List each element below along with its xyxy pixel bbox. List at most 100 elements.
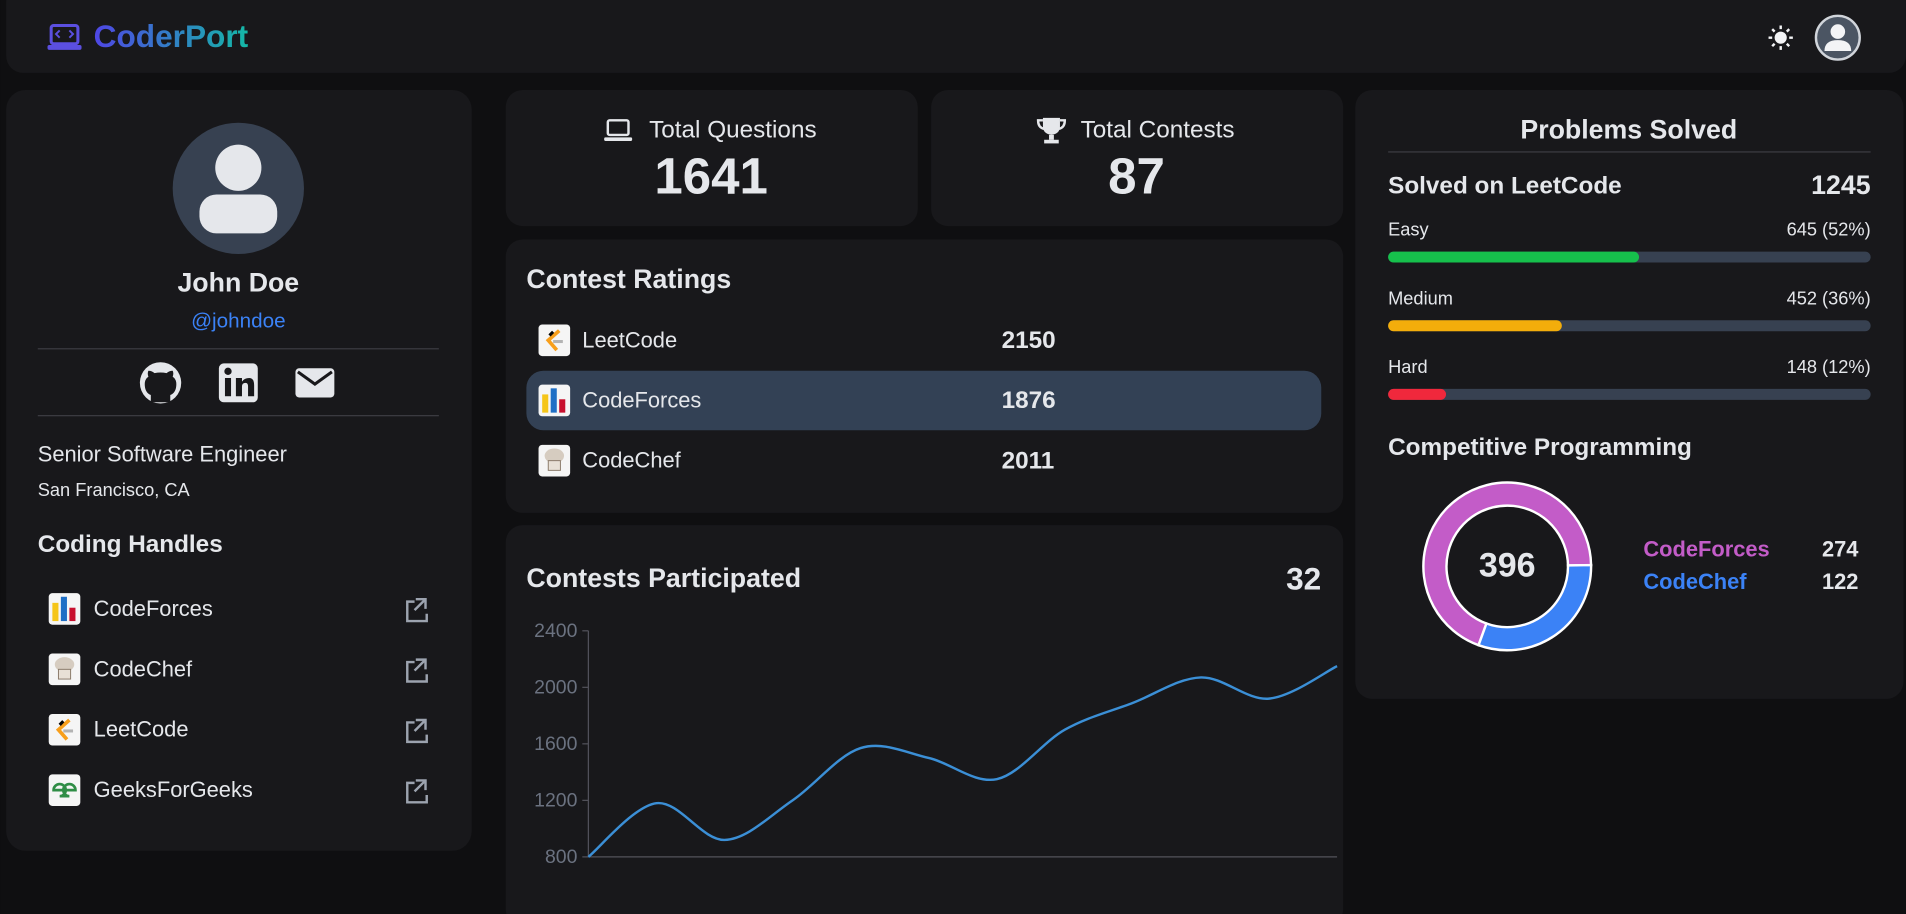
level-name: Easy — [1388, 219, 1429, 240]
line-chart: 800 1200 1600 2000 2400 — [534, 620, 1338, 868]
external-link-icon — [406, 597, 428, 623]
sun-rays — [1768, 25, 1793, 50]
external-link-icon — [406, 779, 428, 804]
linkedin-n — [235, 377, 255, 397]
questions-icon — [604, 119, 633, 141]
avatar-body — [1824, 40, 1852, 52]
rating-value: 1876 — [1002, 387, 1056, 414]
handle-row: CodeForces — [48, 593, 428, 625]
rating-line — [587, 665, 1338, 858]
y-tick-label: 1200 — [534, 790, 577, 812]
icon-part — [548, 330, 555, 337]
level-count: 452 (36%) — [1787, 287, 1871, 308]
rating-value: 2150 — [1002, 327, 1056, 354]
github-mark — [144, 370, 177, 403]
email-flap — [297, 370, 333, 386]
icon-part — [52, 602, 59, 622]
user-avatar[interactable] — [1814, 14, 1861, 61]
handle-row: LeetCode — [48, 713, 428, 746]
level-count: 645 (52%) — [1787, 219, 1871, 240]
brand-name[interactable]: CoderPort — [94, 18, 249, 54]
platform-name: LeetCode — [582, 327, 677, 352]
contest-count: 32 — [1286, 560, 1321, 596]
icon-part — [547, 460, 561, 471]
platform-name: CodeChef — [582, 448, 681, 473]
profile-avatar-body — [199, 194, 278, 234]
icon-part — [542, 394, 549, 413]
icon-part — [54, 657, 75, 672]
logo-icon — [49, 24, 80, 46]
progress-bar — [1388, 251, 1640, 263]
trophy-icon — [1036, 117, 1067, 144]
stat-label: Total Contests — [1081, 117, 1235, 144]
sun-icon — [1774, 31, 1787, 44]
icon-part — [69, 607, 76, 622]
external-link[interactable] — [406, 718, 428, 744]
legend-value: 122 — [1822, 569, 1858, 594]
job-title: Senior Software Engineer — [38, 442, 287, 467]
external-link[interactable] — [406, 597, 428, 623]
progress-bar — [1388, 388, 1447, 400]
stat-value: 87 — [1108, 147, 1165, 204]
rating-value: 2011 — [1002, 447, 1055, 474]
stat-value: 1641 — [654, 147, 768, 204]
y-tick-label: 800 — [545, 846, 578, 868]
difficulty-bars: Easy 645 (52%) Medium 452 (36%) Hard 148 (12%… — [1388, 219, 1871, 400]
donut-legend: CodeForces 274 CodeChef 122 — [1643, 536, 1859, 594]
card-title: Contests Participated — [526, 563, 801, 593]
section-title: Competitive Programming — [1388, 434, 1692, 461]
section-title: Coding Handles — [38, 531, 223, 558]
progress-track — [1388, 388, 1871, 400]
trophy-stem — [1049, 134, 1054, 140]
contests-card — [505, 525, 1344, 914]
icon-part — [57, 668, 72, 680]
external-link-icon — [406, 658, 428, 683]
handle-name: GeeksForGeeks — [94, 777, 253, 802]
handle-name: CodeChef — [94, 656, 193, 681]
email-link[interactable] — [295, 368, 335, 398]
icon-part — [55, 718, 71, 741]
level-count: 148 (12%) — [1787, 356, 1871, 377]
card-title: Contest Ratings — [526, 264, 731, 294]
github-link[interactable] — [139, 362, 182, 404]
donut-total: 396 — [1479, 547, 1536, 585]
progress-bar — [1388, 320, 1562, 332]
donut-chart — [1422, 481, 1593, 652]
row-highlight — [526, 370, 1322, 431]
brand-logo[interactable]: CoderPort — [47, 18, 249, 54]
location: San Francisco, CA — [38, 479, 191, 500]
stat-label: Total Questions — [649, 117, 816, 144]
y-tick-label: 2400 — [534, 620, 577, 642]
ratings-list: LeetCode 2150 CodeForces 1876 CodeChef 2011 — [538, 324, 1056, 477]
solved-total: 1245 — [1811, 170, 1871, 200]
trophy-base — [1044, 139, 1059, 144]
navbar — [6, 0, 1906, 73]
handles-list: CodeForces CodeChef LeetCode GeeksForGeeks — [48, 593, 428, 806]
theme-toggle[interactable] — [1768, 25, 1793, 50]
external-link-icon — [406, 718, 428, 744]
icon-part — [550, 388, 557, 413]
avatar-head — [1830, 24, 1846, 39]
laptop-base — [604, 137, 633, 141]
linkedin-link[interactable] — [218, 363, 258, 403]
handle-name: LeetCode — [94, 717, 189, 742]
external-link[interactable] — [406, 658, 428, 683]
profile-avatar-head — [215, 144, 262, 191]
icon-part — [544, 448, 565, 464]
linkedin-dot — [224, 367, 232, 375]
icon-part — [58, 720, 65, 726]
legend-value: 274 — [1822, 536, 1859, 561]
profile-name: John Doe — [177, 267, 299, 297]
platform-name: CodeForces — [582, 387, 701, 412]
legend-name: CodeChef — [1643, 569, 1747, 594]
icon-part — [60, 596, 67, 622]
logo-icon-code — [54, 29, 75, 39]
handle-row: CodeChef — [48, 653, 428, 686]
stat-card — [931, 89, 1344, 227]
trophy-handles — [1036, 119, 1067, 131]
external-link[interactable] — [406, 779, 428, 804]
handle-row: GeeksForGeeks — [48, 774, 428, 806]
level-name: Hard — [1388, 356, 1428, 377]
icon-part — [559, 399, 566, 413]
